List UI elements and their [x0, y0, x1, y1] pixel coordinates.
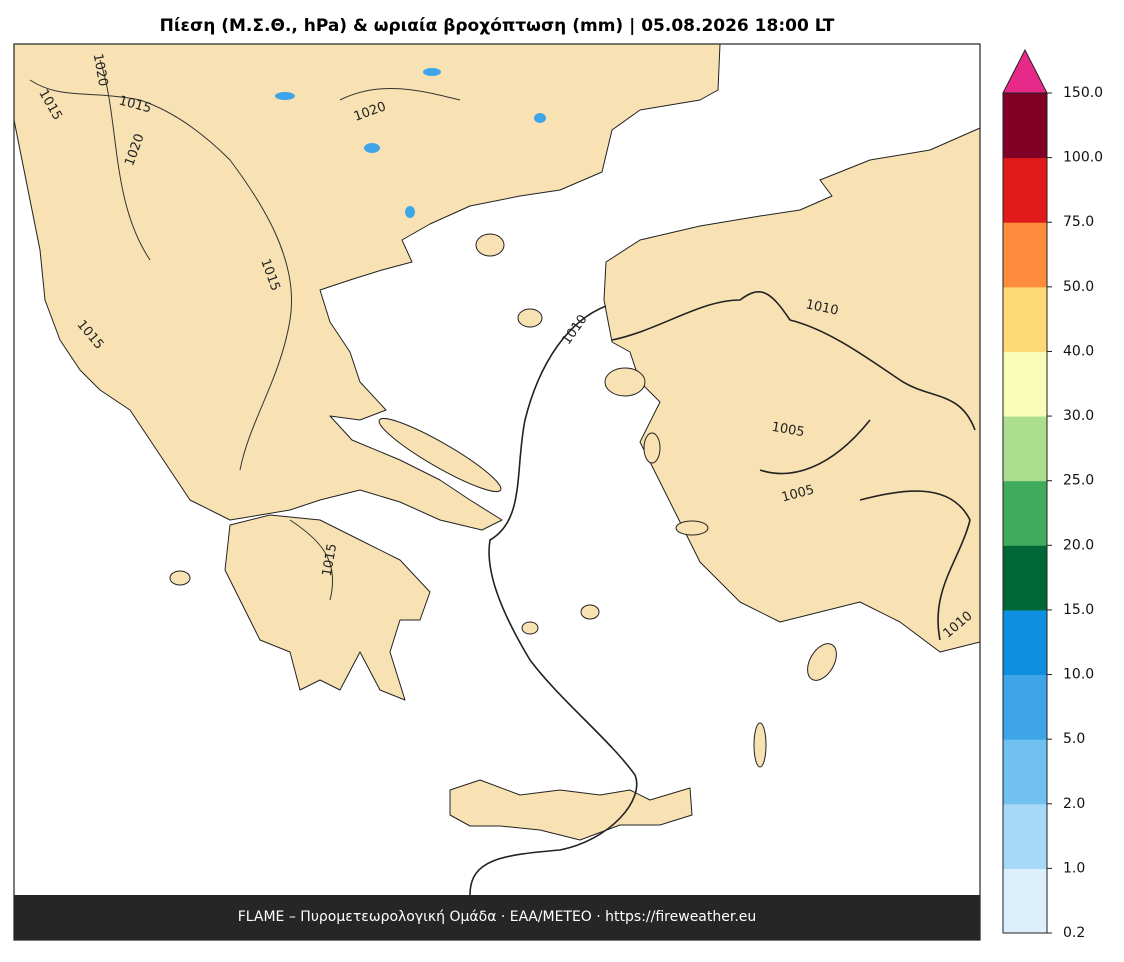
rain-cell [405, 206, 415, 218]
colorbar-extension [1002, 48, 1048, 94]
colorbar-tick-label: 50.0 [1063, 279, 1094, 295]
colorbar-segment [1003, 545, 1047, 611]
rhodes [807, 643, 837, 681]
contour-label: 1015 [320, 542, 341, 577]
colorbar-tick-label: 2.0 [1063, 796, 1085, 812]
colorbar-segment [1003, 674, 1047, 740]
colorbar-segment [1003, 93, 1047, 159]
colorbar-segment [1003, 480, 1047, 546]
samos [675, 520, 709, 536]
rain-cell [534, 113, 546, 123]
colorbar-segment [1003, 803, 1047, 869]
colorbar-tick-label: 40.0 [1063, 343, 1094, 359]
colorbar-tick-label: 15.0 [1063, 602, 1094, 618]
colorbar-tick-label: 0.2 [1063, 925, 1085, 941]
isobar [611, 291, 976, 641]
crete [449, 779, 693, 841]
contour-label: 1005 [770, 420, 805, 441]
colorbar-segment [1003, 868, 1047, 934]
lesvos [604, 367, 646, 397]
contour-label: 1010 [804, 297, 839, 319]
colorbar-tick-label: 75.0 [1063, 214, 1094, 230]
title: Πίεση (Μ.Σ.Θ., hPa) & ωριαία βροχόπτωση … [160, 16, 835, 36]
colorbar-segment [1003, 609, 1047, 676]
rain-cell [423, 68, 441, 76]
rain-cell [275, 92, 295, 100]
colorbar-segment [1003, 157, 1047, 223]
colorbar-tick-label: 5.0 [1063, 731, 1085, 747]
colorbar-frame [1002, 92, 1048, 934]
zakynthos [169, 570, 191, 586]
colorbar-segment [1003, 351, 1047, 417]
colorbar: 0.2 1.0 2.0 5.0 10.0 15.0 20.0 25.0 30.0 40.0 50.0… [1002, 48, 1103, 941]
colorbar-segment [1003, 416, 1047, 482]
island [580, 604, 600, 620]
colorbar-tick-label: 30.0 [1063, 408, 1094, 424]
colorbar-tick-label: 20.0 [1063, 537, 1094, 553]
colorbar-segment [1003, 222, 1047, 288]
colorbar-tick-label: 1.0 [1063, 860, 1085, 876]
footer: FLAME – Πυρομετεωρολογική Ομάδα · ΕΑΑ/ME… [238, 909, 757, 925]
evia [378, 417, 502, 493]
colorbar-tick-label: 150.0 [1063, 85, 1103, 101]
peloponnese [224, 514, 431, 701]
colorbar-tick-label: 25.0 [1063, 473, 1094, 489]
balkans [13, 43, 721, 531]
map: FLAME – Πυρομετεωρολογική Ομάδα · ΕΑΑ/ME… [13, 43, 981, 941]
colorbar-tick-label: 100.0 [1063, 150, 1103, 166]
island [521, 621, 539, 635]
chios [643, 432, 661, 464]
contour-label: 1020 [90, 52, 111, 87]
isobar [469, 305, 638, 896]
karpathos [753, 722, 767, 768]
colorbar-segment [1003, 286, 1047, 352]
colorbar-segment [1003, 739, 1047, 805]
footer-bar [14, 895, 980, 940]
isobar [29, 59, 461, 601]
thasos [475, 233, 505, 257]
rain-cell [364, 143, 380, 153]
lemnos [517, 308, 543, 328]
colorbar-tick-label: 10.0 [1063, 667, 1094, 683]
